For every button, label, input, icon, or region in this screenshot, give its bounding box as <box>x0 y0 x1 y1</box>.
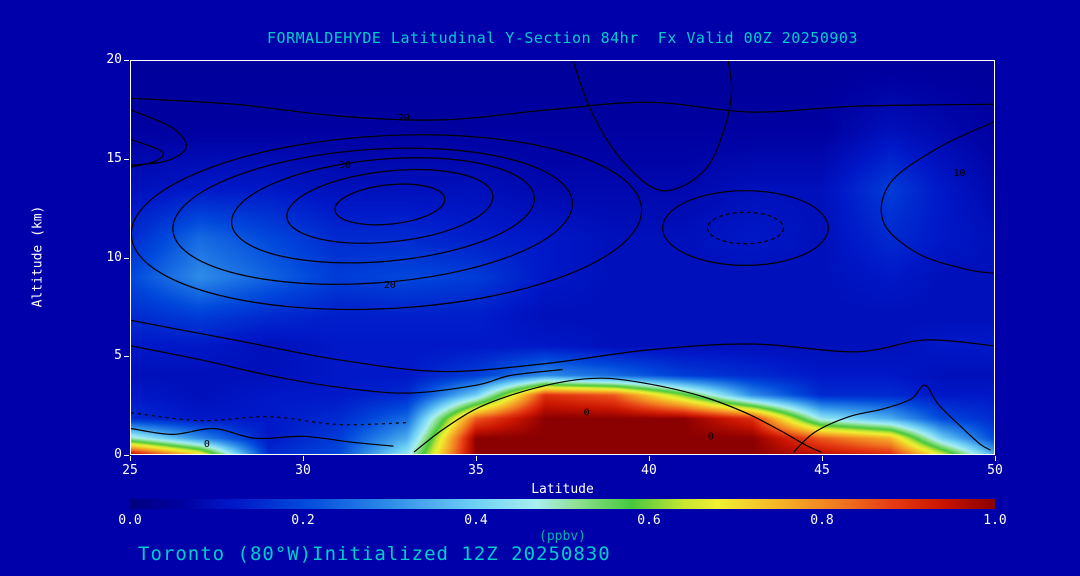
colorbar-unit-label: (ppbv) <box>539 529 586 544</box>
contour-line <box>334 183 446 226</box>
contour-line <box>662 190 829 266</box>
y-tick-label: 10 <box>106 249 122 265</box>
contour-overlay: 70 30 20 10 0 0 0 <box>131 61 994 453</box>
y-tick-mark <box>124 257 129 259</box>
x-tick-label: 30 <box>295 463 311 478</box>
contour-line <box>131 319 994 373</box>
contour-line <box>793 384 991 453</box>
x-tick-label: 25 <box>122 463 138 478</box>
contour-line <box>231 157 535 264</box>
colorbar-tick-label: 0.8 <box>810 513 834 528</box>
y-tick-mark <box>124 60 129 61</box>
x-tick-mark <box>476 456 477 461</box>
y-tick-label: 15 <box>106 150 122 166</box>
y-tick-mark <box>124 356 129 358</box>
contour-line <box>131 134 643 311</box>
contour-line <box>880 121 994 274</box>
contour-label: 70 <box>398 113 410 124</box>
contour-label: 10 <box>953 168 965 179</box>
contour-line <box>706 211 785 245</box>
x-tick-label: 50 <box>987 463 1003 478</box>
colorbar-tick-label: 0.4 <box>464 513 488 528</box>
colorbar-tick-label: 0.6 <box>637 513 661 528</box>
contour-line <box>131 139 165 168</box>
contour-line <box>131 427 394 447</box>
contour-line <box>131 345 563 394</box>
x-tick-label: 40 <box>641 463 657 478</box>
chart-title: FORMALDEHYDE Latitudinal Y-Section 84hr … <box>267 29 858 47</box>
x-tick-mark <box>649 456 650 461</box>
y-tick-mark <box>124 455 129 456</box>
x-tick-mark <box>995 456 996 461</box>
contour-line <box>572 61 733 192</box>
contour-label: 0 <box>204 439 210 450</box>
x-tick-mark <box>822 456 823 461</box>
y-tick-label: 0 <box>114 447 122 462</box>
heatmap-canvas <box>131 61 994 454</box>
contour-label: 0 <box>708 431 714 442</box>
y-tick-mark <box>124 158 129 160</box>
contour-line <box>413 377 822 453</box>
y-axis-label: Altitude (km) <box>30 205 46 308</box>
x-tick-mark <box>303 456 304 461</box>
x-tick-label: 45 <box>814 463 830 478</box>
contour-label: 30 <box>339 160 351 171</box>
y-tick-label: 20 <box>106 52 122 67</box>
colorbar-tick-label: 0.2 <box>291 513 315 528</box>
footer-run-info: Toronto (80°W)Initialized 12Z 20250830 <box>138 543 611 565</box>
x-tick-mark <box>130 456 131 461</box>
contour-line <box>131 97 994 121</box>
contour-line <box>131 109 187 166</box>
x-axis-label: Latitude <box>531 482 594 497</box>
x-tick-label: 35 <box>468 463 484 478</box>
colorbar-tick-label: 1.0 <box>983 513 1007 528</box>
colorbar-tick-label: 0.0 <box>118 513 142 528</box>
contour-label: 20 <box>384 280 396 291</box>
contour-label: 0 <box>584 408 590 419</box>
contour-line <box>172 147 574 285</box>
plot-area: 70 30 20 10 0 0 0 <box>130 60 995 455</box>
colorbar <box>130 499 995 509</box>
y-tick-label: 5 <box>114 348 122 364</box>
contour-line <box>131 412 408 426</box>
contour-line <box>286 169 494 244</box>
